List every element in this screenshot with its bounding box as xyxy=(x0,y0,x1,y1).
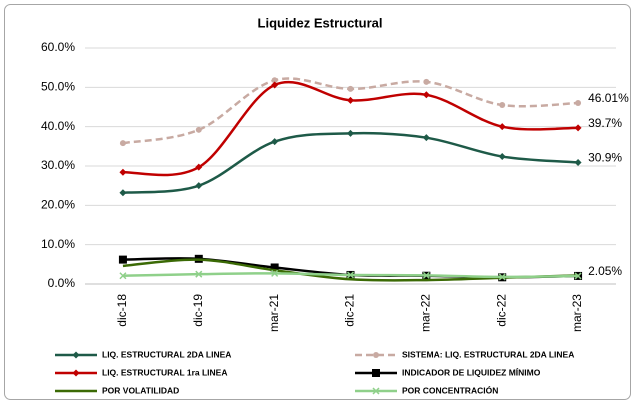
legend-label: POR VOLATILIDAD xyxy=(102,385,179,395)
legend-marker xyxy=(373,352,379,358)
legend-label: INDICADOR DE LIQUIDEZ MÍNIMO xyxy=(402,367,541,377)
marker xyxy=(423,78,430,85)
legend-label: LIQ. ESTRUCTURAL 2DA LINEA xyxy=(102,349,231,359)
marker xyxy=(347,129,354,137)
marker xyxy=(498,273,506,281)
marker xyxy=(422,134,430,142)
marker xyxy=(422,271,430,279)
legend-label: LIQ. ESTRUCTURAL 1ra LINEA xyxy=(102,367,227,377)
data-label: 30.9% xyxy=(588,151,622,165)
marker xyxy=(195,270,203,278)
x-tick-label: mar-22 xyxy=(419,294,433,332)
marker xyxy=(575,100,582,107)
marker xyxy=(347,85,354,92)
marker xyxy=(271,77,278,84)
y-tick-label: 20.0% xyxy=(41,198,75,212)
x-tick-label: dic-19 xyxy=(191,294,205,327)
legend-marker xyxy=(372,369,380,377)
marker xyxy=(347,96,354,104)
y-tick-label: 10.0% xyxy=(41,237,75,251)
chart-title: Liquidez Estructural xyxy=(258,15,383,30)
marker xyxy=(574,272,582,280)
marker xyxy=(271,269,279,277)
marker xyxy=(271,138,279,146)
x-tick-label: mar-21 xyxy=(267,294,281,332)
marker xyxy=(346,271,355,279)
x-tick-label: dic-18 xyxy=(115,294,129,327)
marker xyxy=(118,255,127,264)
marker xyxy=(270,263,279,272)
marker xyxy=(119,189,127,197)
y-tick-label: 30.0% xyxy=(41,158,75,172)
marker xyxy=(119,140,126,147)
data-label: 2.05% xyxy=(588,264,622,278)
y-tick-label: 40.0% xyxy=(41,119,75,133)
x-tick-label: dic-21 xyxy=(343,294,357,327)
marker xyxy=(422,91,430,99)
x-tick-label: dic-22 xyxy=(494,294,508,327)
marker xyxy=(195,163,203,171)
marker xyxy=(498,153,506,161)
data-label: 46.01% xyxy=(588,91,629,105)
marker xyxy=(119,272,127,280)
x-tick-label: mar-23 xyxy=(570,294,584,332)
legend-label: POR CONCENTRACIÓN xyxy=(402,384,498,395)
marker xyxy=(574,124,582,132)
legend-marker xyxy=(72,351,80,359)
marker xyxy=(499,102,506,109)
marker xyxy=(195,126,202,133)
legend-marker xyxy=(72,369,80,377)
legend-label: SISTEMA: LIQ. ESTRUCTURAL 2DA LINEA xyxy=(402,349,574,359)
marker xyxy=(271,81,279,89)
chart-frame xyxy=(4,4,631,400)
marker xyxy=(119,168,127,176)
marker xyxy=(195,182,203,190)
y-tick-label: 60.0% xyxy=(41,40,75,54)
marker xyxy=(498,123,506,131)
marker xyxy=(574,158,582,166)
data-label: 39.7% xyxy=(588,116,622,130)
legend-marker xyxy=(372,387,380,395)
y-tick-label: 0.0% xyxy=(48,276,76,290)
y-tick-label: 50.0% xyxy=(41,80,75,94)
